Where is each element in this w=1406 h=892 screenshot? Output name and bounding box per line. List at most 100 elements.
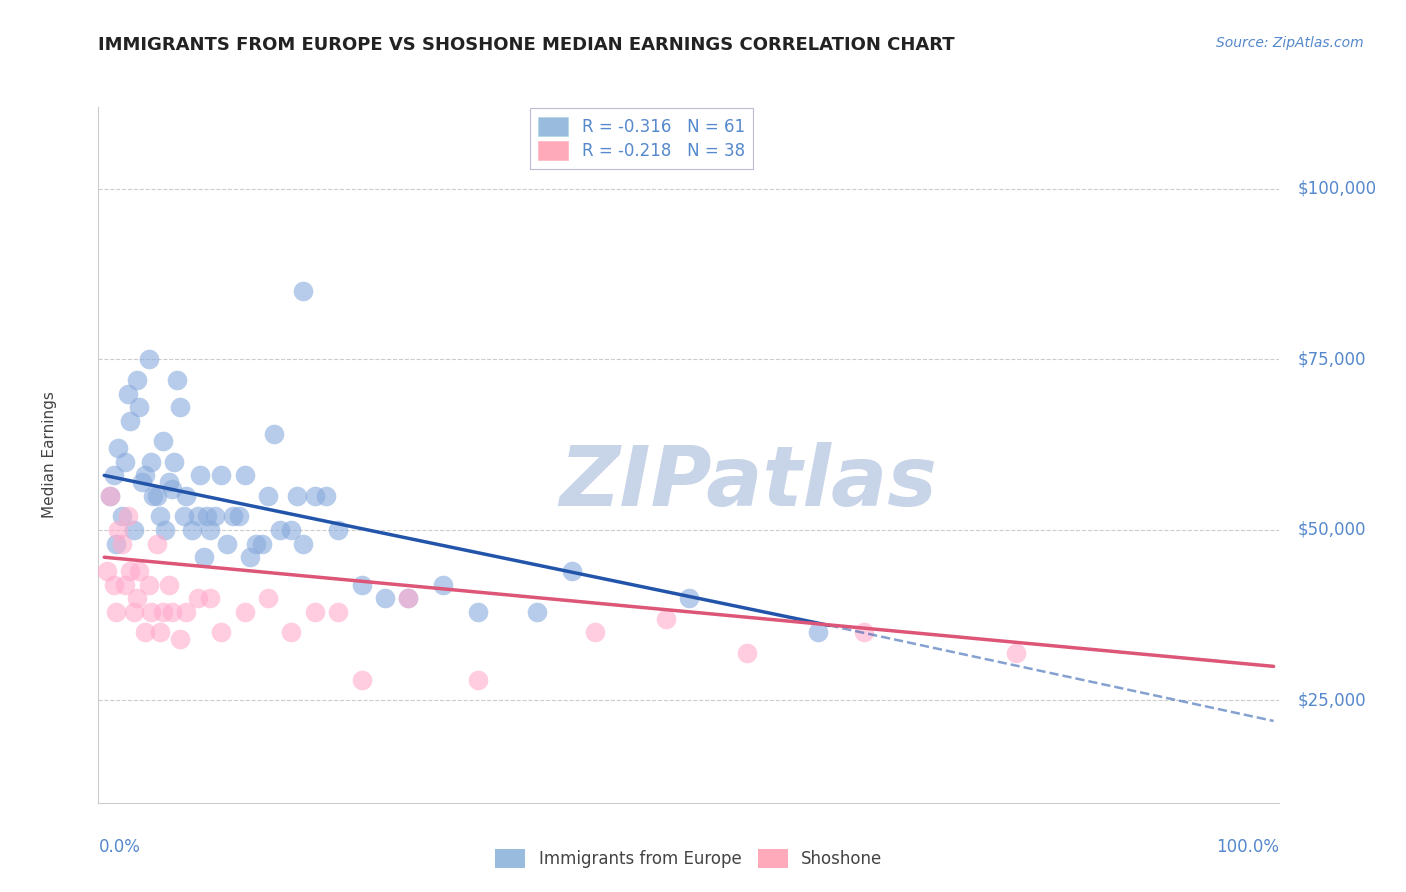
Point (146, 536, 169, 550)
Point (163, 455, 186, 469)
Point (233, 468, 256, 483)
Point (467, 673, 489, 687)
Legend: Immigrants from Europe, Shoshone: Immigrants from Europe, Shoshone (489, 842, 889, 874)
Point (153, 523, 176, 537)
Point (257, 591, 280, 606)
Point (292, 284, 315, 298)
Point (103, 468, 125, 483)
Point (257, 489, 280, 503)
Point (122, 605, 145, 619)
Point (737, 646, 759, 660)
Point (125, 373, 148, 387)
Point (117, 509, 139, 524)
Point (250, 536, 273, 550)
Text: $100,000: $100,000 (1298, 180, 1376, 198)
Point (326, 605, 349, 619)
Point (157, 475, 180, 490)
Point (128, 564, 150, 578)
Point (166, 373, 188, 387)
Text: 0.0%: 0.0% (98, 838, 141, 855)
Text: $50,000: $50,000 (1298, 521, 1365, 539)
Point (114, 577, 136, 591)
Point (209, 468, 232, 483)
Point (678, 591, 700, 606)
Point (193, 550, 215, 565)
Point (654, 612, 676, 626)
Point (245, 536, 267, 550)
Point (173, 509, 195, 524)
Point (526, 605, 548, 619)
Point (292, 536, 315, 550)
Text: 100.0%: 100.0% (1216, 838, 1279, 855)
Point (304, 605, 326, 619)
Point (198, 523, 221, 537)
Point (117, 386, 139, 401)
Point (104, 536, 127, 550)
Point (128, 400, 150, 414)
Point (114, 455, 136, 469)
Point (350, 577, 373, 591)
Point (188, 468, 211, 483)
Point (149, 625, 172, 640)
Point (467, 605, 489, 619)
Point (149, 509, 172, 524)
Point (146, 489, 169, 503)
Point (103, 577, 125, 591)
Point (396, 591, 419, 606)
Point (209, 625, 232, 640)
Point (326, 523, 349, 537)
Point (122, 523, 145, 537)
Text: Median Earnings: Median Earnings (42, 392, 58, 518)
Point (806, 625, 828, 640)
Point (198, 591, 221, 606)
Point (169, 632, 191, 646)
Point (280, 625, 302, 640)
Point (174, 605, 197, 619)
Text: $75,000: $75,000 (1298, 351, 1365, 368)
Point (138, 577, 160, 591)
Point (134, 625, 156, 640)
Point (215, 536, 238, 550)
Point (118, 564, 141, 578)
Point (181, 523, 204, 537)
Point (228, 509, 250, 524)
Point (269, 523, 291, 537)
Point (160, 482, 183, 496)
Point (374, 591, 396, 606)
Point (142, 489, 165, 503)
Point (157, 577, 180, 591)
Point (233, 605, 256, 619)
Point (285, 489, 308, 503)
Point (131, 475, 153, 490)
Point (304, 489, 326, 503)
Point (263, 427, 285, 442)
Point (315, 489, 337, 503)
Point (561, 564, 583, 578)
Point (195, 509, 218, 524)
Point (169, 400, 191, 414)
Point (98, 489, 121, 503)
Point (350, 673, 373, 687)
Point (139, 455, 162, 469)
Point (1005, 646, 1028, 660)
Point (139, 605, 162, 619)
Text: Source: ZipAtlas.com: Source: ZipAtlas.com (1216, 36, 1364, 50)
Point (239, 550, 262, 565)
Point (187, 591, 209, 606)
Point (152, 434, 174, 449)
Text: ZIPatlas: ZIPatlas (560, 442, 936, 524)
Point (396, 591, 419, 606)
Point (187, 509, 209, 524)
Text: $25,000: $25,000 (1298, 691, 1365, 709)
Point (111, 536, 134, 550)
Point (432, 577, 454, 591)
Point (107, 523, 129, 537)
Point (107, 441, 129, 455)
Point (118, 414, 141, 428)
Point (280, 523, 302, 537)
Point (583, 625, 606, 640)
Point (174, 489, 197, 503)
Point (104, 605, 127, 619)
Point (111, 509, 134, 524)
Point (160, 605, 183, 619)
